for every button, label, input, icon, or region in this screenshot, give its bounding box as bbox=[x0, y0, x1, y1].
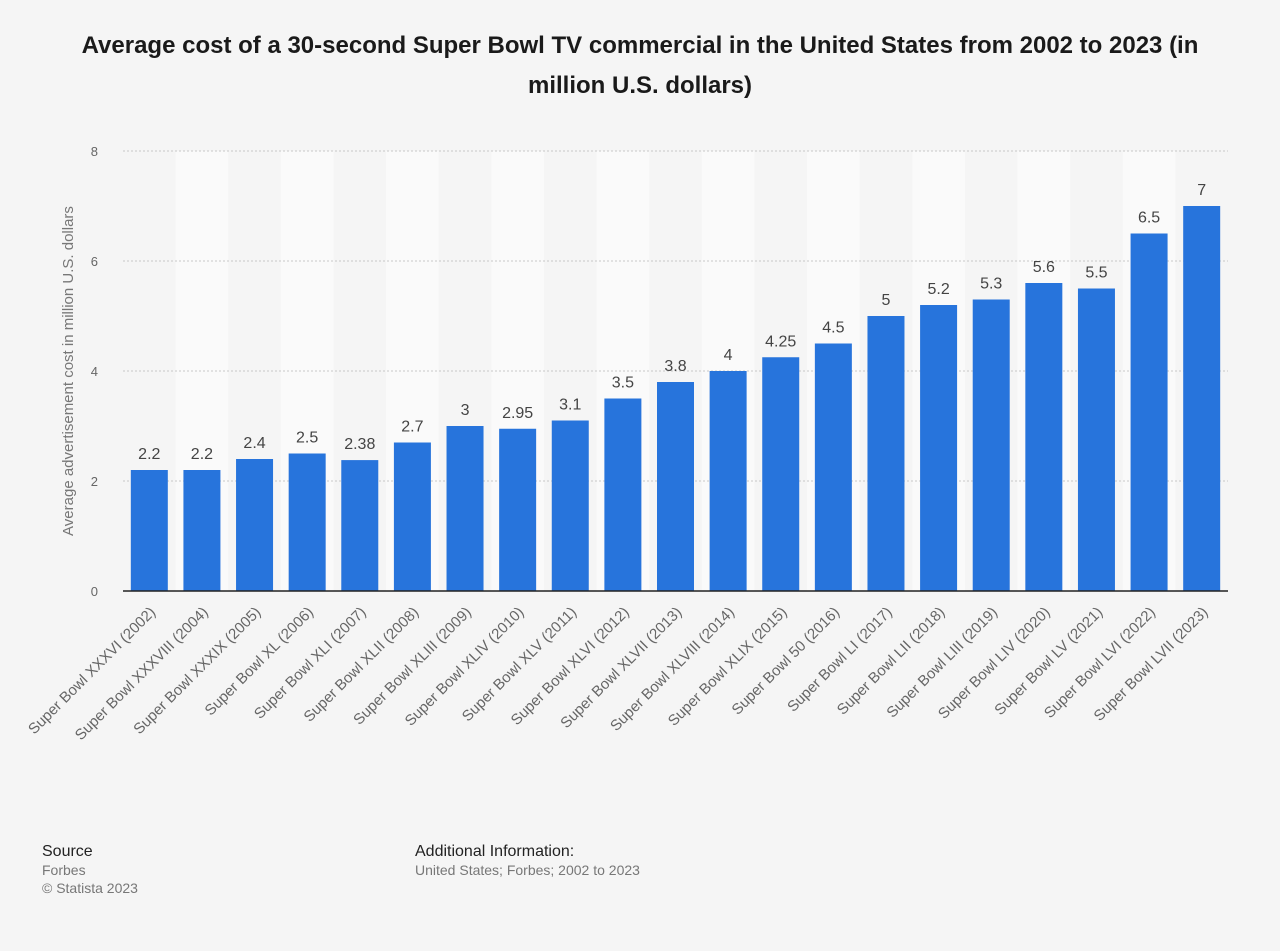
bar[interactable] bbox=[867, 316, 905, 591]
value-label: 3.5 bbox=[612, 375, 634, 392]
additional-info-text: United States; Forbes; 2002 to 2023 bbox=[415, 862, 640, 878]
bar[interactable] bbox=[499, 428, 537, 591]
bar[interactable] bbox=[1183, 206, 1221, 591]
value-label: 2.4 bbox=[243, 435, 265, 452]
additional-info-block: Additional Information: United States; F… bbox=[415, 843, 640, 879]
y-tick-label: 6 bbox=[91, 254, 98, 269]
value-label: 4.25 bbox=[765, 333, 796, 350]
value-label: 6.5 bbox=[1138, 210, 1160, 227]
chart-title: Average cost of a 30-second Super Bowl T… bbox=[81, 32, 1199, 99]
value-label: 5.5 bbox=[1085, 265, 1107, 282]
value-label: 2.7 bbox=[401, 419, 423, 436]
additional-info-heading: Additional Information: bbox=[415, 843, 575, 860]
value-label: 2.5 bbox=[296, 430, 318, 447]
bar[interactable] bbox=[762, 357, 800, 591]
value-label: 4.5 bbox=[822, 320, 844, 337]
bar[interactable] bbox=[236, 459, 274, 591]
y-tick-label: 8 bbox=[91, 144, 98, 159]
value-label: 2.2 bbox=[138, 446, 160, 463]
value-label: 3 bbox=[461, 402, 470, 419]
bar[interactable] bbox=[1077, 288, 1115, 592]
source-link[interactable]: Forbes bbox=[42, 862, 86, 878]
bars bbox=[130, 206, 1221, 592]
x-tick-label: Super Bowl LI (2017) bbox=[784, 604, 896, 716]
bar[interactable] bbox=[709, 371, 747, 591]
value-label: 4 bbox=[724, 347, 733, 364]
bar[interactable] bbox=[446, 426, 484, 591]
value-label: 5 bbox=[882, 292, 891, 309]
bar[interactable] bbox=[130, 470, 168, 591]
value-label: 5.2 bbox=[927, 281, 949, 298]
y-axis-label: Average advertisement cost in million U.… bbox=[60, 206, 77, 536]
bar[interactable] bbox=[1130, 233, 1168, 592]
bar[interactable] bbox=[920, 305, 958, 591]
value-labels: 2.2 2.2 2.4 2.5 2.38 2.7 3 2.95 3.1 3.5 3.8 4 4.25 4.… bbox=[138, 182, 1206, 463]
bar[interactable] bbox=[341, 460, 379, 591]
value-label: 2.38 bbox=[344, 436, 375, 453]
bar[interactable] bbox=[814, 343, 852, 592]
value-label: 5.3 bbox=[980, 276, 1002, 293]
y-tick-labels: 0 2 4 6 8 bbox=[91, 144, 98, 599]
x-tick-labels: Super Bowl XXXVI (2002)Super Bowl XXXVII… bbox=[25, 604, 1211, 744]
bar[interactable] bbox=[604, 398, 642, 592]
y-tick-label: 0 bbox=[91, 584, 98, 599]
bar[interactable] bbox=[393, 442, 431, 592]
bar[interactable] bbox=[1025, 283, 1063, 591]
source-block: Source Forbes © Statista 2023 bbox=[42, 843, 138, 897]
bar[interactable] bbox=[972, 299, 1010, 592]
y-tick-label: 2 bbox=[91, 474, 98, 489]
copyright-text: © Statista 2023 bbox=[42, 880, 138, 896]
source-heading: Source bbox=[42, 843, 93, 860]
bar[interactable] bbox=[288, 453, 326, 592]
value-label: 2.95 bbox=[502, 405, 533, 422]
value-label: 7 bbox=[1197, 182, 1206, 199]
bar[interactable] bbox=[183, 470, 221, 591]
value-label: 5.6 bbox=[1033, 259, 1055, 276]
bar[interactable] bbox=[657, 382, 694, 591]
value-label: 2.2 bbox=[191, 446, 213, 463]
value-label: 3.8 bbox=[664, 358, 686, 375]
value-label: 3.1 bbox=[559, 397, 581, 414]
y-tick-label: 4 bbox=[91, 364, 98, 379]
bar[interactable] bbox=[551, 420, 589, 592]
